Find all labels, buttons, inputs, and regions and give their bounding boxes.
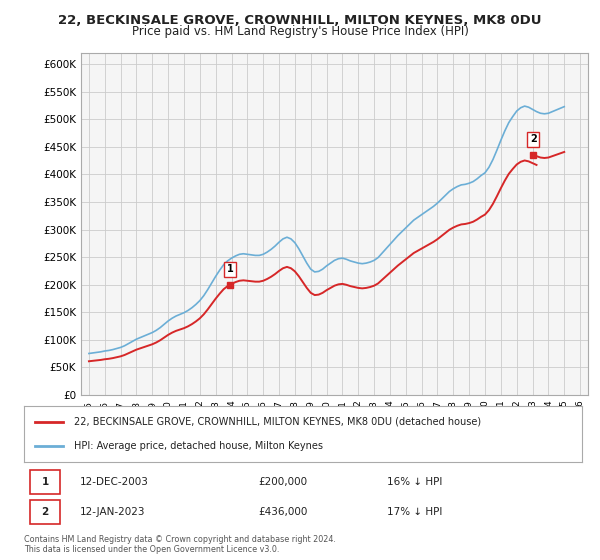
Text: £436,000: £436,000	[259, 507, 308, 517]
Text: £200,000: £200,000	[259, 477, 307, 487]
Text: 16% ↓ HPI: 16% ↓ HPI	[387, 477, 442, 487]
Text: 12-JAN-2023: 12-JAN-2023	[80, 507, 145, 517]
Text: Contains HM Land Registry data © Crown copyright and database right 2024.
This d: Contains HM Land Registry data © Crown c…	[24, 535, 336, 554]
Text: 22, BECKINSALE GROVE, CROWNHILL, MILTON KEYNES, MK8 0DU: 22, BECKINSALE GROVE, CROWNHILL, MILTON …	[58, 14, 542, 27]
Text: 22, BECKINSALE GROVE, CROWNHILL, MILTON KEYNES, MK8 0DU (detached house): 22, BECKINSALE GROVE, CROWNHILL, MILTON …	[74, 417, 481, 427]
Text: HPI: Average price, detached house, Milton Keynes: HPI: Average price, detached house, Milt…	[74, 441, 323, 451]
FancyBboxPatch shape	[29, 500, 60, 524]
Text: 17% ↓ HPI: 17% ↓ HPI	[387, 507, 442, 517]
FancyBboxPatch shape	[29, 470, 60, 494]
Text: 2: 2	[41, 507, 49, 517]
Text: 2: 2	[530, 134, 536, 144]
Text: 1: 1	[227, 264, 233, 274]
Text: Price paid vs. HM Land Registry's House Price Index (HPI): Price paid vs. HM Land Registry's House …	[131, 25, 469, 38]
Text: 1: 1	[41, 477, 49, 487]
Text: 12-DEC-2003: 12-DEC-2003	[80, 477, 149, 487]
